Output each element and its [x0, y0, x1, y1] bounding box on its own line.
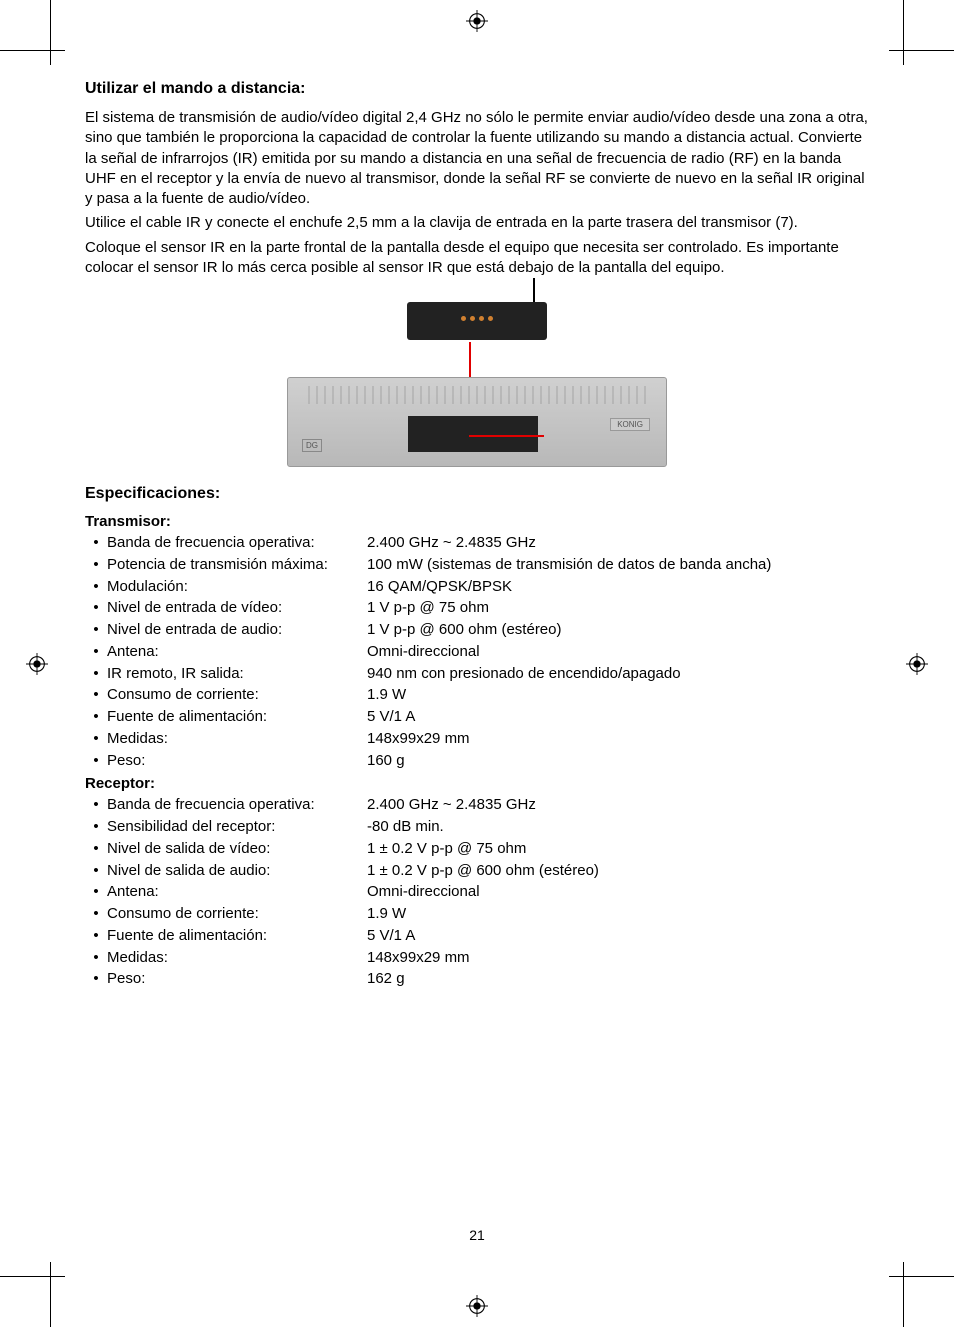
- spec-value: 160 g: [367, 750, 869, 772]
- bullet-icon: •: [85, 947, 107, 969]
- spec-value: Omni-direccional: [367, 881, 869, 903]
- spec-row: •Banda de frecuencia operativa:2.400 GHz…: [85, 532, 869, 554]
- bullet-icon: •: [85, 706, 107, 728]
- bullet-icon: •: [85, 597, 107, 619]
- spec-label: Banda de frecuencia operativa:: [107, 794, 367, 816]
- spec-value: 148x99x29 mm: [367, 728, 869, 750]
- spec-label: Nivel de entrada de audio:: [107, 619, 367, 641]
- transmitter-spec-list: •Banda de frecuencia operativa:2.400 GHz…: [85, 532, 869, 771]
- page-number: 21: [469, 1227, 485, 1243]
- bullet-icon: •: [85, 816, 107, 838]
- spec-value: 100 mW (sistemas de transmisión de datos…: [367, 554, 869, 576]
- subheading-transmitter: Transmisor:: [85, 513, 869, 530]
- spec-label: Antena:: [107, 641, 367, 663]
- spec-value: 2.400 GHz ~ 2.4835 GHz: [367, 794, 869, 816]
- spec-row: •Antena:Omni-direccional: [85, 881, 869, 903]
- bullet-icon: •: [85, 860, 107, 882]
- paragraph: Coloque el sensor IR en la parte frontal…: [85, 238, 869, 279]
- spec-label: IR remoto, IR salida:: [107, 663, 367, 685]
- spec-value: 148x99x29 mm: [367, 947, 869, 969]
- spec-row: •Antena:Omni-direccional: [85, 641, 869, 663]
- spec-label: Peso:: [107, 750, 367, 772]
- spec-label: Modulación:: [107, 576, 367, 598]
- registration-mark-icon: [26, 653, 48, 675]
- spec-row: •Fuente de alimentación:5 V/1 A: [85, 706, 869, 728]
- spec-label: Fuente de alimentación:: [107, 925, 367, 947]
- spec-row: •Peso:162 g: [85, 968, 869, 990]
- page-content: Utilizar el mando a distancia: El sistem…: [85, 80, 869, 1247]
- spec-label: Banda de frecuencia operativa:: [107, 532, 367, 554]
- bullet-icon: •: [85, 925, 107, 947]
- spec-value: 5 V/1 A: [367, 925, 869, 947]
- spec-label: Consumo de corriente:: [107, 903, 367, 925]
- spec-value: 1 V p-p @ 75 ohm: [367, 597, 869, 619]
- spec-row: •Consumo de corriente:1.9 W: [85, 684, 869, 706]
- bullet-icon: •: [85, 881, 107, 903]
- bullet-icon: •: [85, 532, 107, 554]
- spec-label: Antena:: [107, 881, 367, 903]
- bullet-icon: •: [85, 728, 107, 750]
- spec-value: -80 dB min.: [367, 816, 869, 838]
- bullet-icon: •: [85, 968, 107, 990]
- spec-value: 16 QAM/QPSK/BPSK: [367, 576, 869, 598]
- spec-label: Sensibilidad del receptor:: [107, 816, 367, 838]
- spec-value: 1.9 W: [367, 903, 869, 925]
- spec-row: •Nivel de salida de audio:1 ± 0.2 V p-p …: [85, 860, 869, 882]
- bullet-icon: •: [85, 684, 107, 706]
- section-heading-remote: Utilizar el mando a distancia:: [85, 80, 869, 98]
- bullet-icon: •: [85, 663, 107, 685]
- spec-row: •Nivel de salida de vídeo:1 ± 0.2 V p-p …: [85, 838, 869, 860]
- spec-value: 1 ± 0.2 V p-p @ 600 ohm (estéreo): [367, 860, 869, 882]
- spec-value: 162 g: [367, 968, 869, 990]
- bullet-icon: •: [85, 794, 107, 816]
- spec-row: •Medidas:148x99x29 mm: [85, 947, 869, 969]
- spec-label: Nivel de salida de audio:: [107, 860, 367, 882]
- section-heading-specs: Especificaciones:: [85, 485, 869, 503]
- spec-label: Medidas:: [107, 947, 367, 969]
- registration-mark-icon: [906, 653, 928, 675]
- spec-row: •Consumo de corriente:1.9 W: [85, 903, 869, 925]
- paragraph: Utilice el cable IR y conecte el enchufe…: [85, 213, 869, 233]
- spec-row: •Potencia de transmisión máxima:100 mW (…: [85, 554, 869, 576]
- spec-label: Consumo de corriente:: [107, 684, 367, 706]
- spec-label: Medidas:: [107, 728, 367, 750]
- spec-label: Potencia de transmisión máxima:: [107, 554, 367, 576]
- spec-row: •Nivel de entrada de audio:1 V p-p @ 600…: [85, 619, 869, 641]
- bullet-icon: •: [85, 554, 107, 576]
- paragraph: El sistema de transmisión de audio/vídeo…: [85, 108, 869, 209]
- registration-mark-icon: [466, 1295, 488, 1317]
- source-device-icon: DG KONIG: [287, 377, 667, 467]
- spec-row: •Modulación:16 QAM/QPSK/BPSK: [85, 576, 869, 598]
- bullet-icon: •: [85, 750, 107, 772]
- receiver-spec-list: •Banda de frecuencia operativa:2.400 GHz…: [85, 794, 869, 990]
- spec-row: •Medidas:148x99x29 mm: [85, 728, 869, 750]
- spec-value: 1 ± 0.2 V p-p @ 75 ohm: [367, 838, 869, 860]
- spec-row: •Fuente de alimentación:5 V/1 A: [85, 925, 869, 947]
- ir-cable-line: [469, 435, 544, 437]
- bullet-icon: •: [85, 838, 107, 860]
- spec-value: 2.400 GHz ~ 2.4835 GHz: [367, 532, 869, 554]
- bullet-icon: •: [85, 903, 107, 925]
- spec-row: •Nivel de entrada de vídeo:1 V p-p @ 75 …: [85, 597, 869, 619]
- registration-mark-icon: [466, 10, 488, 32]
- spec-label: Nivel de entrada de vídeo:: [107, 597, 367, 619]
- spec-row: •IR remoto, IR salida:940 nm con presion…: [85, 663, 869, 685]
- spec-value: 940 nm con presionado de encendido/apaga…: [367, 663, 869, 685]
- spec-value: 1 V p-p @ 600 ohm (estéreo): [367, 619, 869, 641]
- receiver-device-icon: [407, 302, 547, 340]
- spec-row: •Banda de frecuencia operativa:2.400 GHz…: [85, 794, 869, 816]
- subheading-receiver: Receptor:: [85, 775, 869, 792]
- spec-value: Omni-direccional: [367, 641, 869, 663]
- device-figure: DG KONIG: [287, 292, 667, 467]
- bullet-icon: •: [85, 576, 107, 598]
- bullet-icon: •: [85, 619, 107, 641]
- spec-label: Nivel de salida de vídeo:: [107, 838, 367, 860]
- bullet-icon: •: [85, 641, 107, 663]
- spec-label: Peso:: [107, 968, 367, 990]
- spec-value: 1.9 W: [367, 684, 869, 706]
- spec-label: Fuente de alimentación:: [107, 706, 367, 728]
- spec-row: •Peso:160 g: [85, 750, 869, 772]
- spec-row: •Sensibilidad del receptor:-80 dB min.: [85, 816, 869, 838]
- spec-value: 5 V/1 A: [367, 706, 869, 728]
